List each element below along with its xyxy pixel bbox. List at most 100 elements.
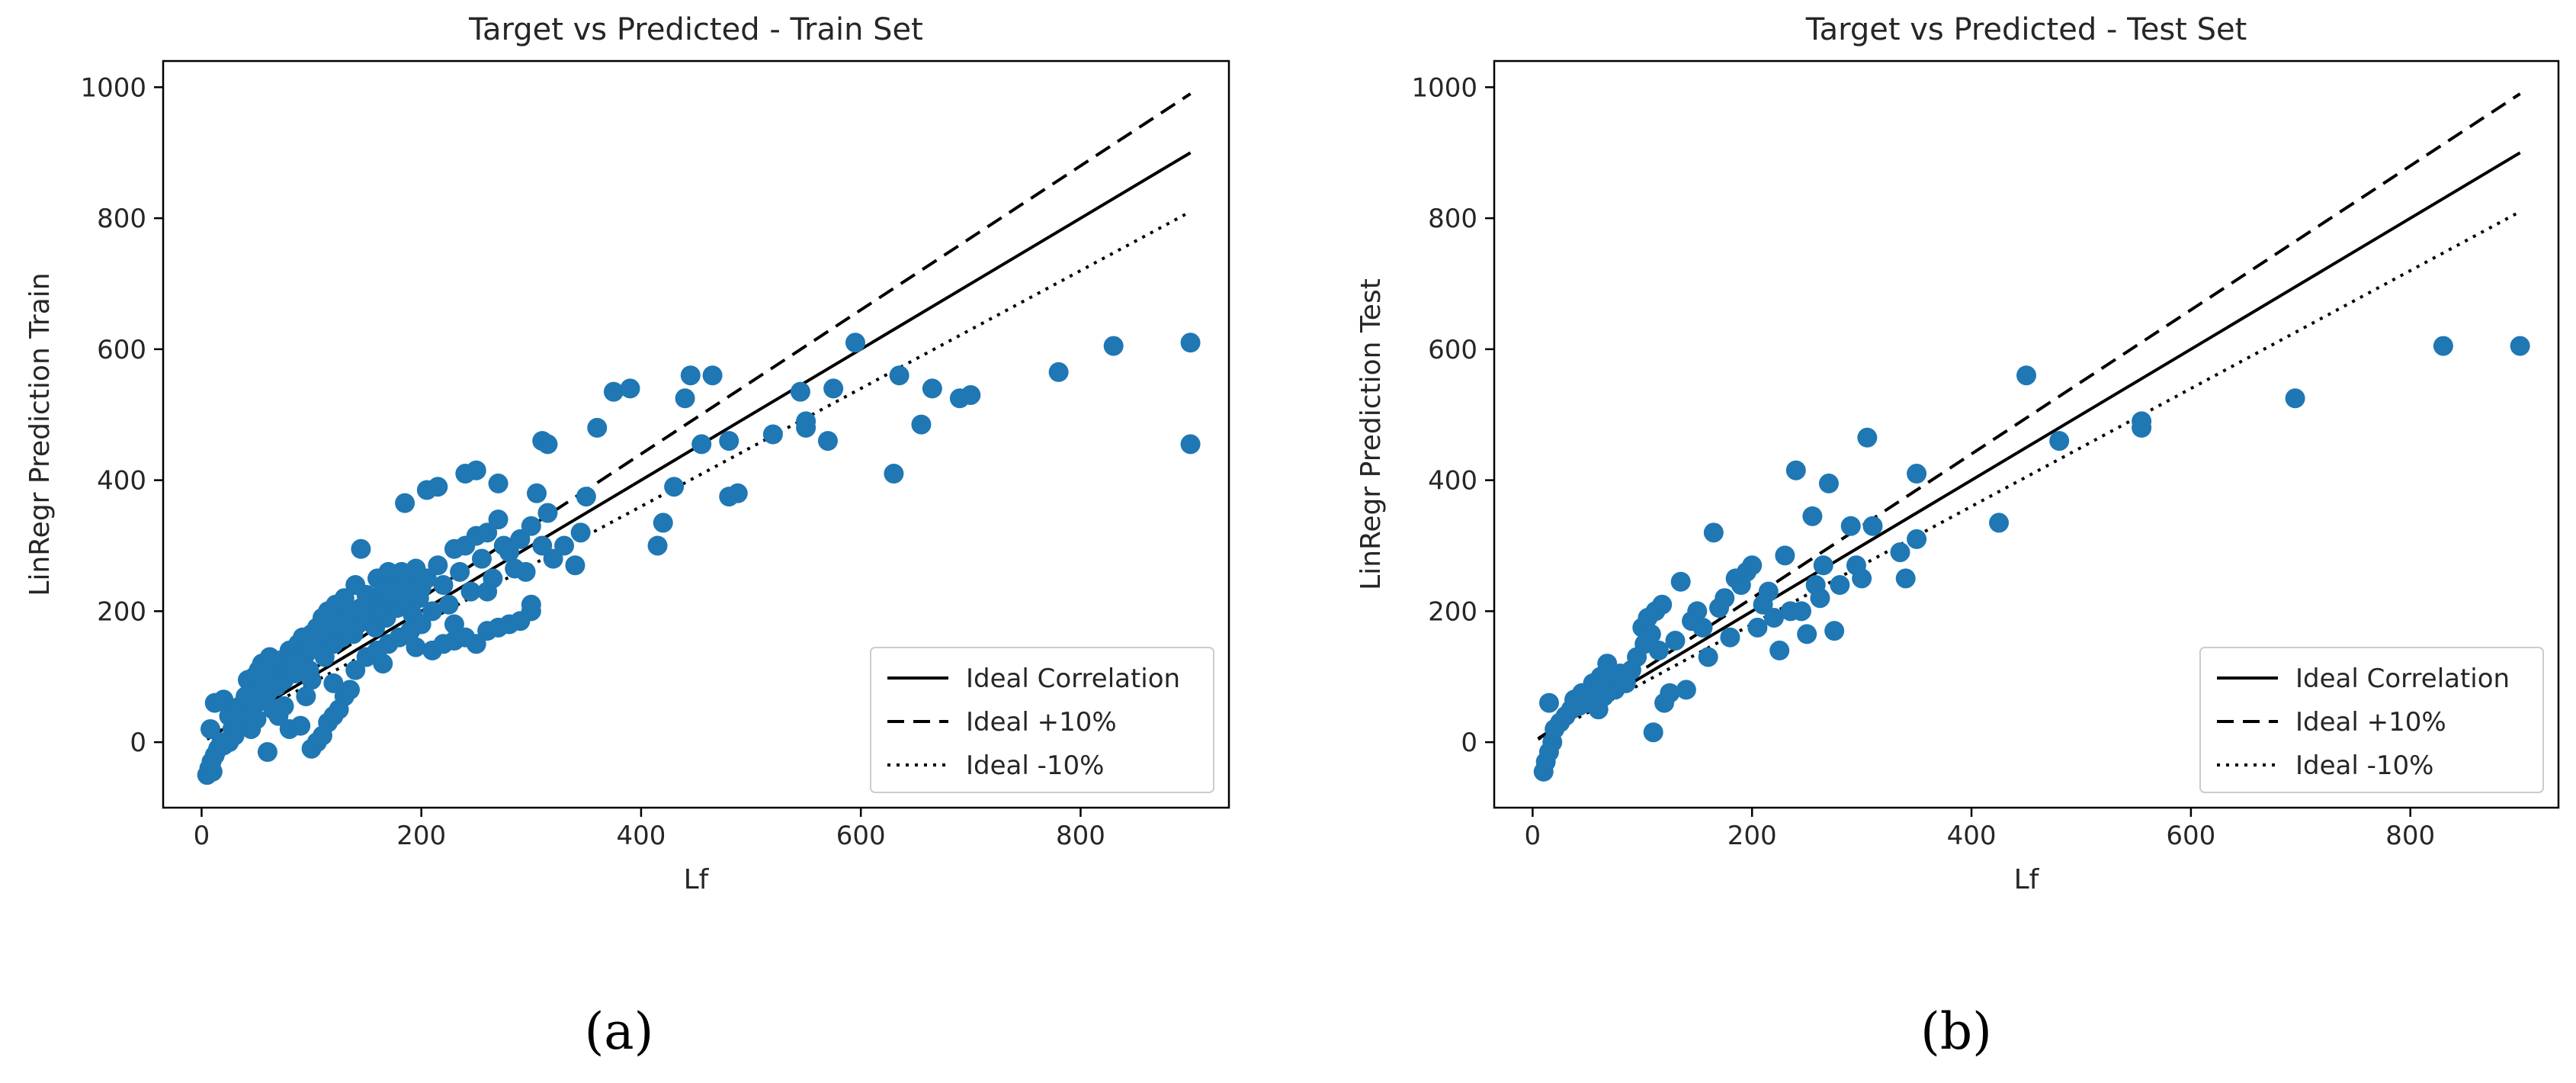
y-tick-label: 200 xyxy=(97,596,146,627)
data-point xyxy=(296,686,316,707)
data-point xyxy=(411,614,431,635)
data-point xyxy=(2433,336,2453,356)
x-tick-label: 400 xyxy=(1947,821,1997,851)
y-tick-label: 0 xyxy=(130,728,146,758)
data-point xyxy=(2285,388,2305,409)
data-point xyxy=(200,718,220,739)
data-point xyxy=(213,689,234,710)
data-point xyxy=(1840,516,1861,536)
data-point xyxy=(290,715,311,736)
data-point xyxy=(845,333,865,353)
y-tick-label: 400 xyxy=(97,466,146,497)
data-point xyxy=(1830,575,1850,596)
data-point xyxy=(1763,607,1784,628)
data-point xyxy=(1824,621,1845,641)
data-point xyxy=(790,381,810,402)
data-point xyxy=(241,718,261,739)
chart-title: Target vs Predicted - Train Set xyxy=(468,12,923,47)
legend-box xyxy=(870,647,1214,793)
data-point xyxy=(1720,627,1740,648)
data-point xyxy=(444,614,464,635)
data-point xyxy=(521,594,541,615)
data-point xyxy=(510,529,531,549)
x-tick-label: 200 xyxy=(396,821,446,851)
data-point xyxy=(1862,516,1883,536)
y-tick-label: 800 xyxy=(1428,204,1477,234)
data-point xyxy=(543,548,563,569)
y-tick-label: 1000 xyxy=(80,72,146,103)
data-point xyxy=(537,503,558,523)
panel-test: Target vs Predicted - Test Set 0 200 400 600… xyxy=(1355,12,2560,895)
data-point xyxy=(301,670,322,690)
data-point xyxy=(1802,506,1823,526)
data-point xyxy=(1665,631,1686,651)
data-point xyxy=(488,509,508,530)
panel-label-a: (a) xyxy=(585,1002,654,1061)
data-point xyxy=(466,460,486,480)
y-tick-label: 400 xyxy=(1428,466,1477,497)
data-point xyxy=(1692,617,1713,638)
data-point xyxy=(719,431,739,452)
data-point xyxy=(532,535,553,556)
plot-frame xyxy=(1493,59,2560,809)
data-point xyxy=(450,561,470,582)
data-point xyxy=(499,542,519,563)
data-point xyxy=(2510,336,2530,356)
data-point xyxy=(1180,333,1201,353)
data-point xyxy=(1698,647,1718,667)
data-point xyxy=(922,378,942,399)
data-point xyxy=(1742,555,1763,576)
data-point xyxy=(823,378,844,399)
chart-title: Target vs Predicted - Test Set xyxy=(1805,12,2247,47)
legend-box xyxy=(2199,647,2544,793)
legend: Ideal Correlation Ideal +10% Ideal -10% xyxy=(2199,647,2544,793)
legend-entry: Ideal -10% xyxy=(966,750,1104,781)
data-point xyxy=(334,588,354,609)
data-point xyxy=(1180,434,1201,455)
x-tick-label: 0 xyxy=(194,821,210,851)
panel-label-b: (b) xyxy=(1920,1002,1992,1061)
x-tick-label: 0 xyxy=(1525,821,1541,851)
data-point xyxy=(460,581,481,602)
data-point xyxy=(1907,464,1927,484)
data-point xyxy=(1715,588,1735,609)
data-point xyxy=(1989,513,2010,533)
y-tick-label: 600 xyxy=(97,335,146,365)
data-point xyxy=(345,660,366,680)
data-point xyxy=(680,365,701,386)
x-tick-label: 600 xyxy=(836,821,886,851)
y-tick-label: 0 xyxy=(1461,728,1477,758)
data-point xyxy=(570,522,591,543)
data-point xyxy=(1810,588,1830,609)
data-point xyxy=(664,477,685,497)
data-point xyxy=(1785,460,1806,480)
data-point xyxy=(817,431,838,452)
data-point xyxy=(1895,568,1916,589)
data-point xyxy=(1538,693,1559,713)
data-point xyxy=(889,365,909,386)
data-point xyxy=(1758,581,1779,602)
data-point xyxy=(323,673,344,693)
data-point xyxy=(675,388,695,409)
data-point xyxy=(565,555,585,576)
legend-entry: Ideal +10% xyxy=(2295,707,2446,738)
x-tick-label: 400 xyxy=(616,821,666,851)
data-point xyxy=(1648,640,1669,660)
data-point xyxy=(1660,683,1680,703)
x-tick-label: 600 xyxy=(2166,821,2215,851)
legend-entry: Ideal Correlation xyxy=(2295,664,2510,694)
data-point xyxy=(1703,522,1724,543)
data-point xyxy=(1857,427,1878,448)
data-point xyxy=(762,424,783,445)
data-point xyxy=(488,473,508,493)
legend-entry: Ideal Correlation xyxy=(966,664,1180,694)
data-point xyxy=(395,493,415,513)
reference-lines xyxy=(1537,92,2521,741)
scatter-points xyxy=(197,333,1201,786)
y-tick-label: 800 xyxy=(97,204,146,234)
data-point xyxy=(587,417,608,438)
data-point xyxy=(1641,624,1661,644)
data-point xyxy=(202,761,223,782)
data-point xyxy=(603,381,624,402)
